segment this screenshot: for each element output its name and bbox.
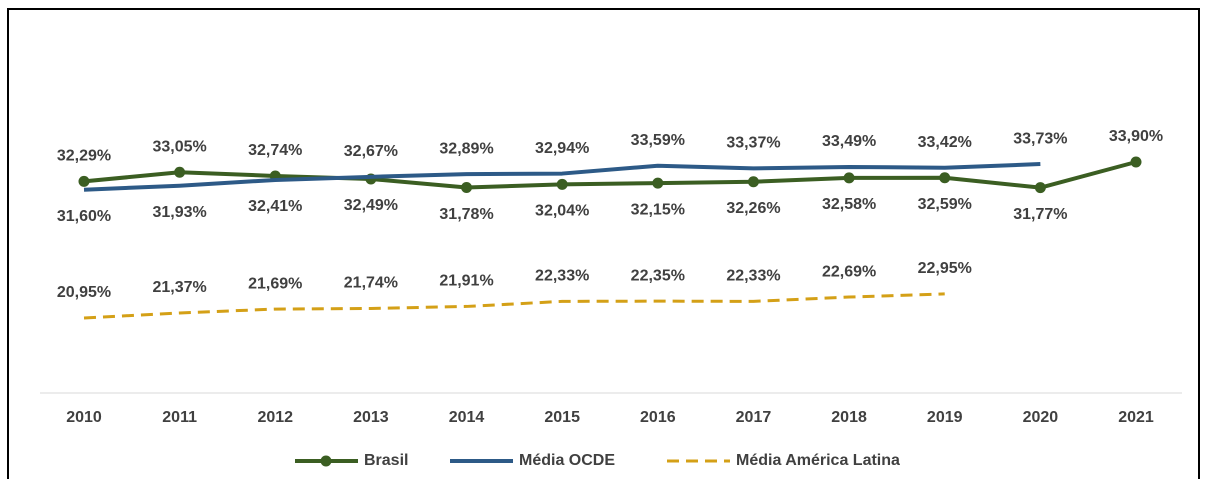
x-tick-label: 2019 — [927, 409, 963, 426]
value-label: 32,59% — [918, 196, 972, 213]
value-label: 31,78% — [439, 206, 493, 223]
point — [461, 182, 473, 194]
value-label: 20,95% — [57, 284, 111, 301]
point — [652, 177, 664, 189]
series-line — [83, 292, 945, 320]
value-label: 32,89% — [439, 140, 493, 157]
value-label: 22,33% — [535, 268, 589, 285]
value-label: 32,41% — [248, 198, 302, 215]
value-label: 22,95% — [918, 260, 972, 277]
value-label: 22,69% — [822, 263, 876, 280]
point — [78, 175, 90, 187]
value-label: 32,15% — [631, 201, 685, 218]
x-tick-label: 2017 — [736, 409, 772, 426]
value-label: 33,49% — [822, 133, 876, 150]
value-label: 32,29% — [57, 148, 111, 165]
legend-label: Média OCDE — [519, 452, 615, 469]
series-line — [83, 160, 1137, 190]
point — [1034, 182, 1046, 194]
x-tick-label: 2011 — [162, 409, 197, 426]
value-label: 32,04% — [535, 203, 589, 220]
value-label: 31,60% — [57, 208, 111, 225]
value-label: 31,77% — [1013, 206, 1067, 223]
value-label: 32,67% — [344, 143, 398, 160]
x-tick-label: 2012 — [257, 409, 293, 426]
point — [1130, 156, 1142, 168]
value-label: 22,35% — [631, 267, 685, 284]
value-label: 33,73% — [1013, 130, 1067, 147]
value-label: 32,58% — [822, 196, 876, 213]
frame — [7, 8, 1200, 479]
value-label: 21,74% — [344, 275, 398, 292]
legend-label: Brasil — [364, 452, 408, 469]
point — [843, 172, 855, 184]
point — [747, 176, 759, 188]
value-label: 33,59% — [631, 132, 685, 149]
x-tick-label: 2014 — [449, 409, 485, 426]
point — [556, 178, 568, 190]
value-label: 33,37% — [726, 135, 780, 152]
legend-marker — [320, 455, 332, 467]
value-label: 22,33% — [726, 268, 780, 285]
point — [174, 166, 186, 178]
x-tick-label: 2018 — [831, 409, 867, 426]
value-label: 32,94% — [535, 140, 589, 157]
value-label: 32,74% — [248, 142, 302, 159]
x-tick-label: 2016 — [640, 409, 676, 426]
x-tick-label: 2021 — [1118, 409, 1154, 426]
value-label: 21,69% — [248, 275, 302, 292]
value-label: 32,49% — [344, 197, 398, 214]
legend-label: Média América Latina — [736, 452, 900, 469]
value-label: 33,42% — [918, 134, 972, 151]
value-label: 33,05% — [153, 138, 207, 155]
value-label: 33,90% — [1109, 128, 1163, 145]
x-tick-label: 2015 — [544, 409, 580, 426]
x-tick-label: 2013 — [353, 409, 389, 426]
value-label: 31,93% — [153, 204, 207, 221]
series-line — [83, 162, 1041, 192]
value-label: 21,91% — [439, 273, 493, 290]
value-label: 32,26% — [726, 200, 780, 217]
point — [939, 172, 951, 184]
value-label: 21,37% — [153, 279, 207, 296]
x-tick-label: 2020 — [1023, 409, 1059, 426]
x-tick-label: 2010 — [66, 409, 102, 426]
